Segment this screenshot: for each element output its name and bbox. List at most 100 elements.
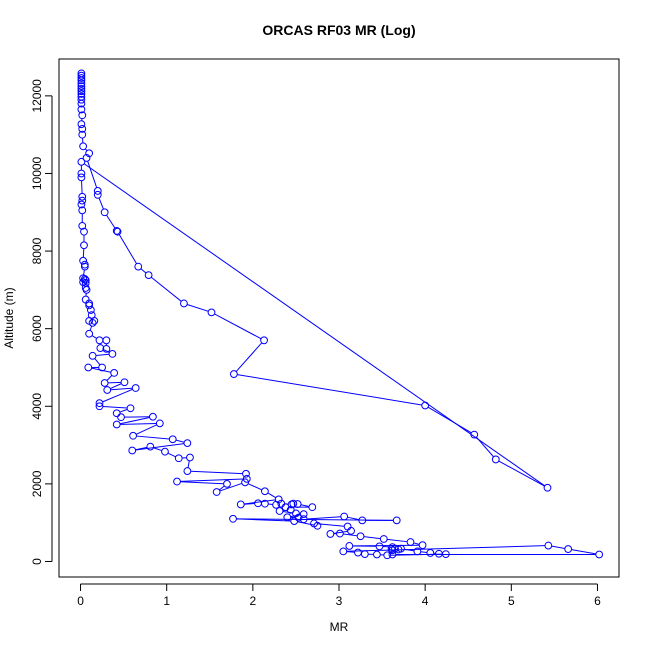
data-point xyxy=(80,262,89,271)
y-tick-label: 6000 xyxy=(30,315,44,342)
series-segment xyxy=(110,387,133,391)
series-segment xyxy=(106,375,113,381)
data-point xyxy=(293,500,302,508)
data-point xyxy=(275,507,284,515)
series-segment xyxy=(247,483,263,491)
series-segment xyxy=(190,470,243,475)
data-point xyxy=(77,200,86,209)
data-point xyxy=(103,386,112,394)
series-segment xyxy=(317,523,345,527)
data-point xyxy=(77,90,86,98)
data-point xyxy=(78,124,87,133)
data-point xyxy=(186,453,194,462)
data-point xyxy=(299,510,308,519)
data-point xyxy=(236,500,245,509)
data-point xyxy=(595,550,604,559)
series-segment xyxy=(214,313,262,340)
data-point xyxy=(85,329,94,338)
data-point xyxy=(326,530,335,538)
data-point xyxy=(339,547,348,556)
y-tick-label: 0 xyxy=(30,558,44,565)
series-segment xyxy=(108,381,122,384)
data-point xyxy=(283,513,292,522)
data-point xyxy=(421,401,430,410)
data-point xyxy=(406,538,415,546)
data-point xyxy=(261,499,269,508)
data-point xyxy=(98,363,106,372)
data-point xyxy=(112,409,121,418)
data-point xyxy=(77,74,86,82)
data-point xyxy=(392,516,401,525)
data-point xyxy=(299,515,308,524)
series-segment xyxy=(219,482,243,492)
data-point xyxy=(261,487,269,496)
data-point xyxy=(113,227,122,236)
y-tick-label: 4000 xyxy=(30,393,44,420)
data-point xyxy=(131,384,140,392)
series-segment xyxy=(244,503,255,505)
series-segment xyxy=(106,214,116,229)
series-segment xyxy=(91,367,111,373)
series-segment xyxy=(300,504,310,507)
x-tick-label: 4 xyxy=(422,594,429,608)
data-point xyxy=(168,435,177,444)
data-point xyxy=(78,221,87,230)
data-point xyxy=(95,399,104,408)
data-point xyxy=(290,517,299,526)
series-segment xyxy=(110,383,122,390)
data-point xyxy=(229,370,238,378)
data-point xyxy=(292,509,300,518)
series-segment xyxy=(89,325,93,331)
series-segment xyxy=(102,388,133,403)
data-point xyxy=(78,192,87,201)
series-line-group xyxy=(80,118,596,556)
data-point xyxy=(77,105,86,114)
data-point xyxy=(242,469,250,478)
data-point xyxy=(441,550,450,559)
data-point xyxy=(77,173,86,182)
y-tick-label: 12000 xyxy=(30,79,44,113)
data-point xyxy=(102,336,111,345)
series-segment xyxy=(571,549,596,555)
series-segment xyxy=(363,536,381,540)
x-tick-label: 6 xyxy=(594,594,601,608)
data-point xyxy=(78,206,87,215)
series-segment xyxy=(346,545,545,552)
data-point xyxy=(229,514,237,523)
series-segment xyxy=(347,516,360,521)
data-point xyxy=(144,271,153,280)
data-point xyxy=(347,526,355,535)
data-point xyxy=(77,87,86,96)
data-point xyxy=(86,306,95,314)
series-segment xyxy=(150,276,182,302)
data-point xyxy=(85,301,94,310)
data-point xyxy=(543,483,552,492)
data-point xyxy=(383,551,392,560)
series-segment xyxy=(498,460,545,487)
data-point xyxy=(82,154,91,162)
data-point xyxy=(286,505,295,514)
data-point xyxy=(161,447,169,456)
data-point xyxy=(77,169,86,178)
data-point xyxy=(212,488,221,496)
data-point xyxy=(174,454,183,463)
series-segment xyxy=(135,446,148,451)
y-tick-label: 2000 xyxy=(30,470,44,497)
data-point xyxy=(112,420,121,429)
data-point xyxy=(345,542,354,550)
series-segment xyxy=(187,460,190,468)
chart-title: ORCAS RF03 MR (Log) xyxy=(262,22,415,38)
data-point xyxy=(180,299,188,308)
data-point xyxy=(78,130,87,139)
x-tick-label: 0 xyxy=(77,594,84,608)
data-point xyxy=(272,500,281,509)
series-segment xyxy=(387,538,408,543)
data-point xyxy=(173,477,181,486)
series-segment xyxy=(236,518,394,521)
data-point xyxy=(155,419,164,428)
data-point xyxy=(397,544,405,553)
data-point xyxy=(413,547,422,556)
series-segment xyxy=(83,269,85,275)
series-segment xyxy=(98,197,104,210)
